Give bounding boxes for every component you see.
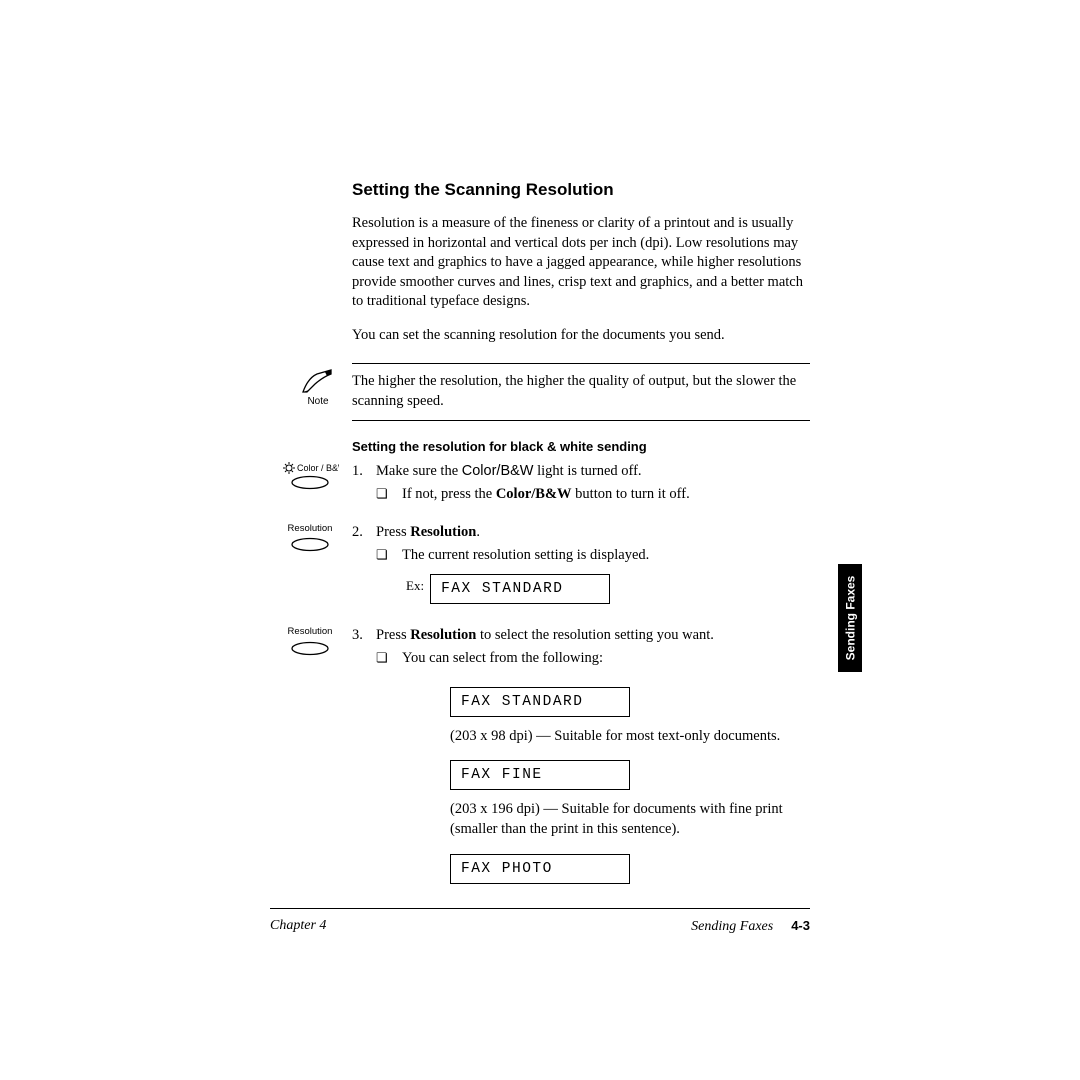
step-text: Press Resolution to select the resolutio… bbox=[376, 626, 810, 646]
resolution-label: Resolution bbox=[276, 523, 344, 536]
lcd-display: FAX FINE bbox=[450, 760, 630, 790]
note-pencil-icon bbox=[301, 368, 335, 394]
example-display: Ex: FAX STANDARD bbox=[406, 574, 810, 604]
footer-right: Sending Faxes 4-3 bbox=[691, 918, 810, 935]
page-content: Setting the Scanning Resolution Resoluti… bbox=[270, 180, 810, 898]
option-standard: FAX STANDARD (203 x 98 dpi) — Suitable f… bbox=[450, 687, 810, 747]
step-1: Color / B&W 1. Make sure the Color/B&W l… bbox=[352, 462, 810, 482]
option-fine: FAX FINE (203 x 196 dpi) — Suitable for … bbox=[450, 760, 810, 839]
step-2-sub: ❏ The current resolution setting is disp… bbox=[376, 546, 810, 566]
note-label: Note bbox=[296, 396, 340, 407]
step-1-sub: ❏ If not, press the Color/B&W button to … bbox=[376, 485, 810, 505]
step-2: Resolution 2. Press Resolution. bbox=[352, 523, 810, 543]
intro-paragraph: Resolution is a measure of the fineness … bbox=[352, 214, 810, 312]
resolution-margin-icon: Resolution bbox=[276, 626, 344, 656]
color-bw-margin-icon: Color / B&W bbox=[276, 462, 344, 490]
step-number: 3. bbox=[352, 626, 376, 646]
step-number: 1. bbox=[352, 462, 376, 482]
resolution-margin-icon: Resolution bbox=[276, 523, 344, 553]
color-bw-text: Color / B&W bbox=[297, 463, 339, 473]
footer-rule bbox=[270, 908, 810, 909]
sub-bullet-text: The current resolution setting is displa… bbox=[402, 546, 810, 566]
intro-paragraph-2: You can set the scanning resolution for … bbox=[352, 326, 810, 346]
option-photo: FAX PHOTO bbox=[450, 854, 810, 884]
bullet-icon: ❏ bbox=[376, 485, 402, 505]
lcd-display: FAX STANDARD bbox=[450, 687, 630, 717]
option-description: (203 x 98 dpi) — Suitable for most text-… bbox=[450, 727, 810, 747]
footer-page-number: 4-3 bbox=[791, 918, 810, 933]
note-block: Note The higher the resolution, the high… bbox=[352, 363, 810, 420]
resolution-label: Resolution bbox=[276, 626, 344, 639]
section-tab: Sending Faxes bbox=[838, 564, 862, 672]
lcd-display: FAX STANDARD bbox=[430, 574, 610, 604]
lcd-display: FAX PHOTO bbox=[450, 854, 630, 884]
bullet-icon: ❏ bbox=[376, 546, 402, 566]
oval-button-icon bbox=[290, 641, 330, 656]
light-icon: Color / B&W bbox=[281, 462, 339, 474]
step-text: Make sure the Color/B&W light is turned … bbox=[376, 462, 810, 482]
footer-chapter: Chapter 4 bbox=[270, 918, 326, 935]
section-tab-label: Sending Faxes bbox=[843, 576, 857, 661]
step-3: Resolution 3. Press Resolution to select… bbox=[352, 626, 810, 646]
oval-button-icon bbox=[290, 475, 330, 490]
sub-bullet-text: You can select from the following: bbox=[402, 649, 810, 669]
oval-button-icon bbox=[290, 537, 330, 552]
step-3-sub: ❏ You can select from the following: bbox=[376, 649, 810, 669]
step-number: 2. bbox=[352, 523, 376, 543]
bullet-icon: ❏ bbox=[376, 649, 402, 669]
note-text: The higher the resolution, the higher th… bbox=[352, 372, 810, 411]
note-icon-wrap: Note bbox=[296, 368, 340, 407]
section-heading: Setting the Scanning Resolution bbox=[352, 180, 810, 200]
sub-bullet-text: If not, press the Color/B&W button to tu… bbox=[402, 485, 810, 505]
subheading: Setting the resolution for black & white… bbox=[352, 439, 810, 454]
option-description: (203 x 196 dpi) — Suitable for documents… bbox=[450, 800, 810, 839]
step-text: Press Resolution. bbox=[376, 523, 810, 543]
footer-title: Sending Faxes bbox=[691, 919, 773, 935]
page-footer: Chapter 4 Sending Faxes 4-3 bbox=[270, 918, 810, 935]
ex-label: Ex: bbox=[406, 578, 424, 594]
